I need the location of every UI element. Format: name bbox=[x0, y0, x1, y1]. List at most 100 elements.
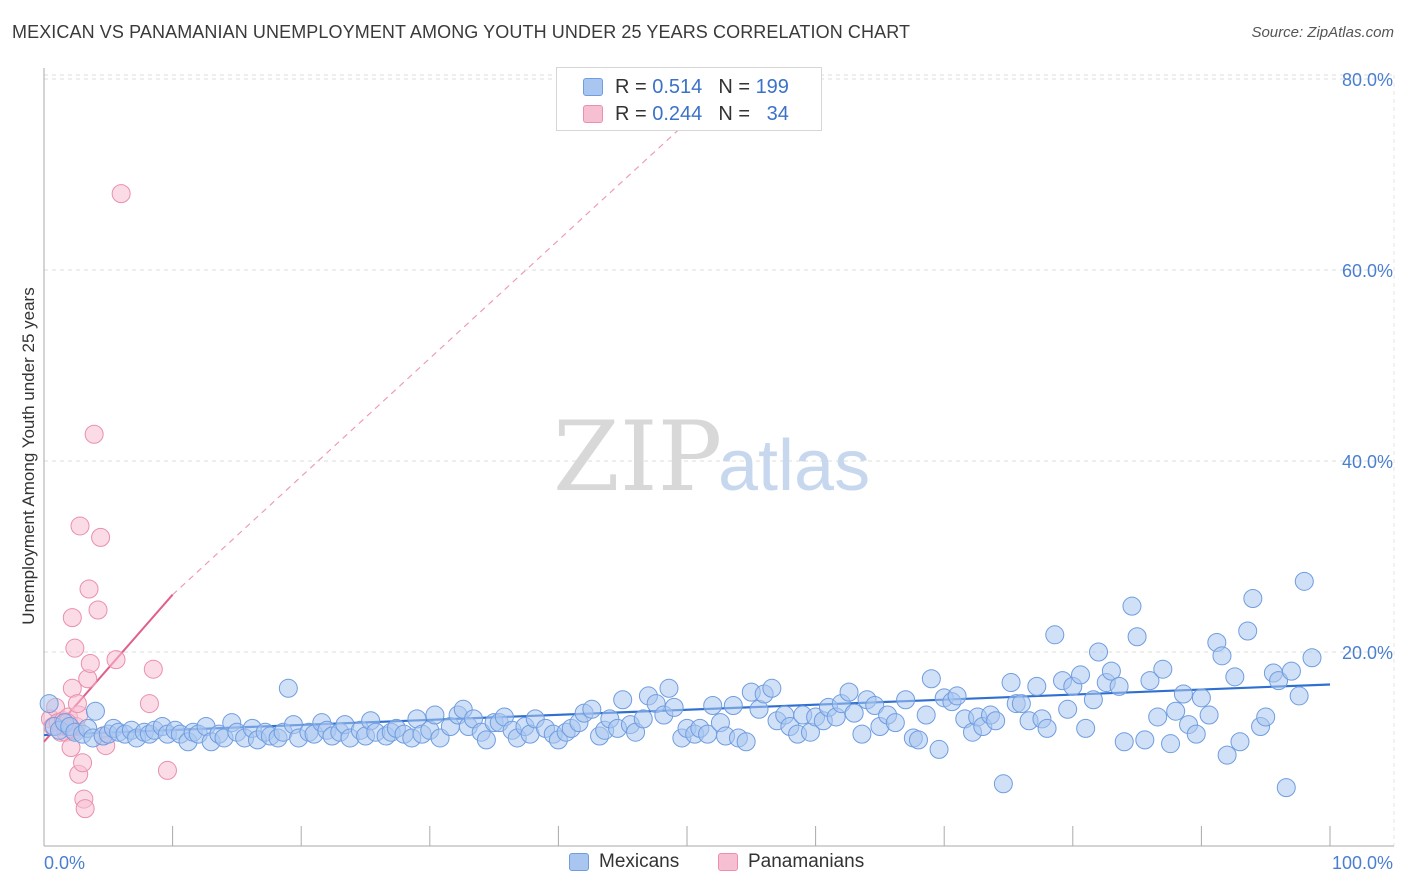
mexicans-point bbox=[1101, 661, 1121, 681]
mexicans-point bbox=[916, 705, 936, 725]
mexicans-point bbox=[896, 690, 916, 710]
mexicans-point bbox=[1294, 571, 1314, 591]
legend-n-value: 34 bbox=[766, 102, 789, 125]
mexicans-point bbox=[1238, 621, 1258, 641]
chart-title: MEXICAN VS PANAMANIAN UNEMPLOYMENT AMONG… bbox=[12, 22, 911, 42]
panamanians-point bbox=[111, 184, 131, 204]
mexicans-point bbox=[1243, 589, 1263, 609]
panamanians-point bbox=[65, 638, 85, 658]
panamanians-point bbox=[106, 650, 126, 670]
legend-item-panamanians: Panamanians bbox=[718, 851, 864, 873]
legend-swatch-mexicans bbox=[583, 78, 603, 96]
panamanians-point bbox=[139, 694, 159, 714]
mexicans-point bbox=[885, 713, 905, 733]
mexicans-point bbox=[1166, 701, 1186, 721]
stats-legend: R = 0.514 N = 199 R = 0.244 N = 34 bbox=[556, 67, 822, 131]
mexicans-point bbox=[1037, 718, 1057, 738]
mexicans-point bbox=[1199, 705, 1219, 725]
mexicans-point bbox=[1217, 745, 1237, 765]
panamanians-point bbox=[91, 527, 111, 547]
panamanians-point bbox=[157, 760, 177, 780]
mexicans-point bbox=[664, 697, 684, 717]
mexicans-point bbox=[1071, 665, 1091, 685]
y-tick-label: 60.0% bbox=[1342, 261, 1393, 281]
legend-n-label: N = bbox=[718, 102, 750, 125]
panamanians-point bbox=[79, 579, 99, 599]
mexicans-point bbox=[929, 739, 949, 759]
legend-row-panamanians: R = 0.244 N = 34 bbox=[557, 101, 789, 127]
y-tick-label: 80.0% bbox=[1342, 70, 1393, 90]
watermark-atlas: atlas bbox=[718, 426, 870, 506]
mexicans-point bbox=[1161, 734, 1181, 754]
mexicans-point bbox=[582, 699, 602, 719]
mexicans-point bbox=[476, 730, 496, 750]
mexicans-point bbox=[1058, 699, 1078, 719]
panamanians-point bbox=[75, 799, 95, 819]
mexicans-point bbox=[1122, 596, 1142, 616]
legend-r-label: R = bbox=[615, 102, 647, 125]
mexicans-point bbox=[1045, 625, 1065, 645]
mexicans-point bbox=[908, 730, 928, 750]
mexicans-point bbox=[1276, 778, 1296, 798]
mexicans-point bbox=[1269, 671, 1289, 691]
legend-r-label: R = bbox=[615, 75, 647, 98]
tick-labels: 20.0% 40.0% 60.0% 80.0% 0.0% 100.0% bbox=[44, 70, 1393, 873]
watermark: ZIP atlas bbox=[553, 401, 870, 513]
legend-label-mexicans: Mexicans bbox=[599, 851, 680, 872]
mexicans-point bbox=[613, 690, 633, 710]
mexicans-point bbox=[1153, 659, 1173, 679]
mexicans-point bbox=[736, 732, 756, 752]
panamanians-point bbox=[88, 600, 108, 620]
mexicans-point bbox=[659, 678, 679, 698]
mexicans-point bbox=[1230, 732, 1250, 752]
mexicans-point bbox=[1140, 671, 1160, 691]
mexicans-point bbox=[1027, 676, 1047, 696]
mexicans-point bbox=[986, 711, 1006, 731]
mexicans-point bbox=[1225, 667, 1245, 687]
legend-swatch-panamanians bbox=[583, 105, 603, 123]
mexicans-point bbox=[1212, 646, 1232, 666]
mexicans-point bbox=[1256, 707, 1276, 727]
mexicans-point bbox=[1186, 724, 1206, 744]
legend-n-value: 199 bbox=[755, 75, 789, 98]
mexicans-point bbox=[39, 694, 59, 714]
mexicans-point bbox=[703, 695, 723, 715]
mexicans-point bbox=[1302, 648, 1322, 668]
mexicans-point bbox=[993, 774, 1013, 794]
legend-row-mexicans: R = 0.514 N = 199 bbox=[557, 74, 789, 100]
panamanians-point bbox=[143, 659, 163, 679]
legend-swatch-mexicans bbox=[569, 853, 589, 871]
panamanians-point bbox=[73, 753, 93, 773]
mexicans-point bbox=[1281, 661, 1301, 681]
series-legend: Mexicans Panamanians bbox=[0, 851, 1406, 877]
mexicans-point bbox=[1109, 676, 1129, 696]
mexicans-point bbox=[425, 705, 445, 725]
chart-source: Source: ZipAtlas.com bbox=[1251, 24, 1394, 41]
mexicans-point bbox=[1089, 642, 1109, 662]
mexicans-point bbox=[1127, 627, 1147, 647]
panamanians-point bbox=[67, 694, 87, 714]
mexicans-point bbox=[1148, 707, 1168, 727]
mexicans-point bbox=[1191, 688, 1211, 708]
mexicans-point bbox=[1076, 718, 1096, 738]
legend-r-value: 0.514 bbox=[652, 75, 703, 98]
panamanians-point bbox=[70, 516, 90, 536]
watermark-zip: ZIP bbox=[553, 401, 722, 513]
mexicans-point bbox=[1289, 686, 1309, 706]
mexicans-point bbox=[1001, 673, 1021, 693]
mexicans-point bbox=[85, 701, 105, 721]
mexicans-point bbox=[947, 686, 967, 706]
mexicans-point bbox=[1011, 694, 1031, 714]
mexicans-point bbox=[865, 695, 885, 715]
y-tick-label: 40.0% bbox=[1342, 452, 1393, 472]
mexicans-point bbox=[633, 709, 653, 729]
x-tick-label: 0.0% bbox=[44, 853, 85, 873]
y-axis-title: Unemployment Among Youth under 25 years bbox=[19, 287, 38, 624]
panamanians-point bbox=[80, 653, 100, 673]
mexicans-point bbox=[1173, 684, 1193, 704]
mexicans-point bbox=[1114, 732, 1134, 752]
mexicans-point bbox=[278, 678, 298, 698]
mexicans-point bbox=[844, 703, 864, 723]
mexicans-point bbox=[762, 678, 782, 698]
